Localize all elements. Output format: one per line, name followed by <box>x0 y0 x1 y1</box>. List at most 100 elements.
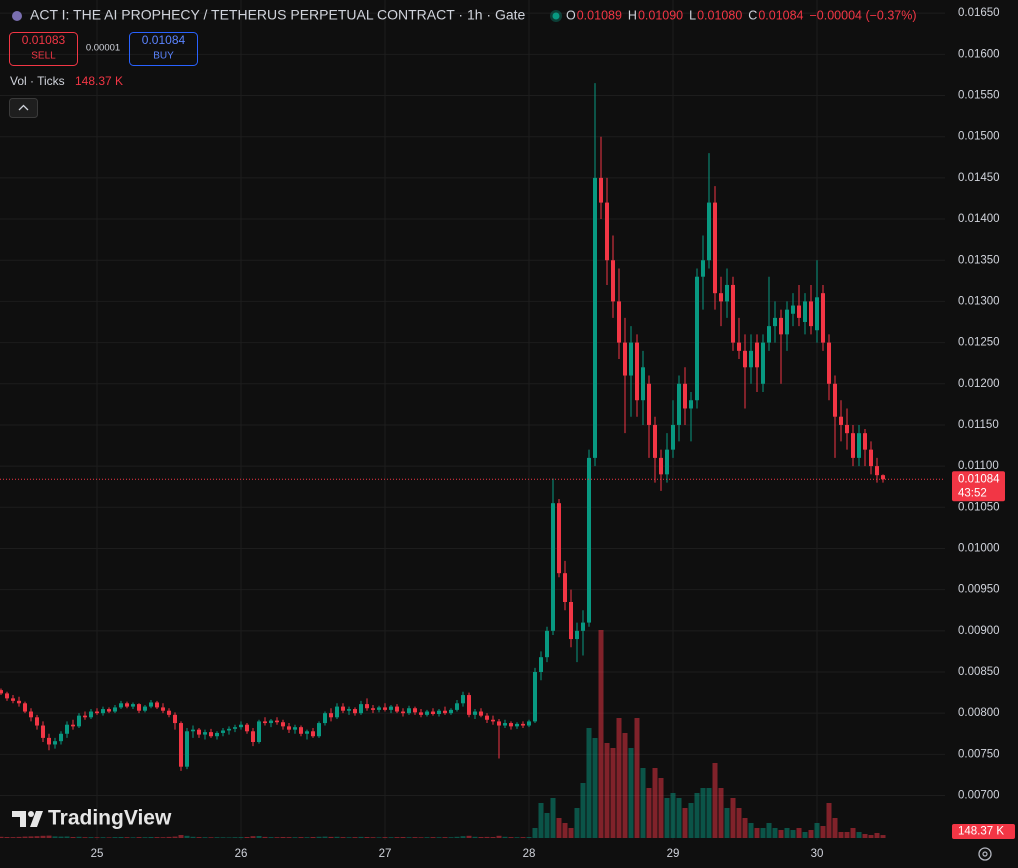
volume-bar <box>424 837 430 838</box>
candle-body <box>329 713 333 718</box>
candle-body <box>197 729 201 735</box>
x-tick-label: 26 <box>235 848 248 860</box>
candle-body <box>839 416 843 425</box>
candle-body <box>23 703 27 712</box>
buy-label[interactable]: BUY <box>153 51 174 62</box>
candle-body <box>767 326 771 343</box>
candle-body <box>617 301 621 343</box>
y-tick-label: 0.01200 <box>958 378 1000 390</box>
volume-bar <box>598 630 604 838</box>
ohlc-legend: O 0.01089 H 0.01090 L 0.01080 C 0.01084 −0.00004… <box>566 8 917 22</box>
volume-bar <box>76 836 82 838</box>
candle-body <box>809 301 813 327</box>
candle-body <box>707 202 711 261</box>
volume-bar <box>772 828 778 838</box>
volume-bar <box>490 837 496 838</box>
volume-bar <box>496 835 502 838</box>
candle-body <box>179 723 183 767</box>
candle-body <box>113 707 117 712</box>
x-tick-label: 30 <box>811 848 824 860</box>
candle-body <box>293 727 297 730</box>
watermark: TradingView <box>48 807 172 830</box>
candle-body <box>41 725 45 738</box>
volume-bar <box>232 837 238 838</box>
candle-body <box>431 711 435 714</box>
volume-bar <box>316 836 322 838</box>
candle-body <box>701 260 705 277</box>
volume-bar <box>580 783 586 838</box>
candle-body <box>563 573 567 602</box>
grid <box>0 0 945 840</box>
sell-button[interactable] <box>9 32 78 66</box>
candle-body <box>695 276 699 401</box>
candle-body <box>125 703 129 707</box>
candle-body <box>71 724 75 727</box>
volume-bar <box>514 837 520 838</box>
candle-body <box>743 350 747 368</box>
candle-body <box>569 602 573 640</box>
candle-body <box>605 202 609 261</box>
volume-bar <box>646 788 652 838</box>
volume-bar <box>0 836 4 838</box>
candle-body <box>863 433 867 450</box>
x-tick-label: 29 <box>667 848 680 860</box>
candle-body <box>137 704 141 711</box>
volume-bar <box>526 837 532 838</box>
volume-bar <box>670 793 676 838</box>
volume-bar <box>826 803 832 838</box>
volume-bar <box>382 837 388 838</box>
volume-bar <box>724 808 730 838</box>
candle-body <box>347 709 351 711</box>
volume-bar <box>814 823 820 838</box>
candle-body <box>191 729 195 732</box>
volume-bar <box>850 828 856 838</box>
y-tick-label: 0.01150 <box>958 419 999 431</box>
volume-bar <box>754 828 760 838</box>
candle-body <box>149 702 153 707</box>
candle-body <box>545 630 549 658</box>
sell-label[interactable]: SELL <box>31 51 56 62</box>
collapse-button[interactable] <box>9 98 38 118</box>
y-tick-label: 0.00800 <box>958 707 1000 719</box>
settings-icon[interactable] <box>978 847 992 861</box>
y-tick-label: 0.00850 <box>958 666 1000 678</box>
volume-bar <box>718 788 724 838</box>
sell-price[interactable]: 0.01083 <box>22 33 66 47</box>
candle-body <box>533 672 537 722</box>
candle-body <box>95 711 99 714</box>
volume-bar <box>610 748 616 838</box>
volume-bar <box>112 837 118 838</box>
candle-body <box>719 293 723 302</box>
volume-bar <box>700 788 706 838</box>
candle-body <box>401 711 405 714</box>
volume-bar <box>616 718 622 838</box>
volume-bar <box>556 818 562 838</box>
volume-bar <box>430 837 436 838</box>
volume-bar <box>394 837 400 838</box>
candle-body <box>485 715 489 720</box>
volume-bar <box>256 836 262 838</box>
volume-bar <box>508 837 514 838</box>
buy-price[interactable]: 0.01084 <box>142 33 186 47</box>
volume-bar <box>454 836 460 838</box>
volume-bar <box>796 828 802 838</box>
candle-body <box>173 714 177 724</box>
volume-bar <box>628 748 634 838</box>
candle-body <box>53 741 57 745</box>
candle-body <box>215 732 219 737</box>
candle-body <box>17 700 21 704</box>
volume-bar <box>142 837 148 838</box>
x-tick-label: 27 <box>379 848 392 860</box>
candle-body <box>425 711 429 715</box>
candle-body <box>593 177 597 458</box>
buy-button[interactable] <box>129 32 198 66</box>
candle-body <box>791 305 795 314</box>
candle-body <box>461 695 465 704</box>
volume-last-box <box>952 824 1015 839</box>
y-tick-label: 0.01350 <box>958 254 1000 266</box>
volume-bar <box>832 818 838 838</box>
symbol-icon <box>12 11 22 21</box>
candle-body <box>419 712 423 715</box>
candle-body <box>167 710 171 715</box>
volume-bar <box>868 835 874 838</box>
